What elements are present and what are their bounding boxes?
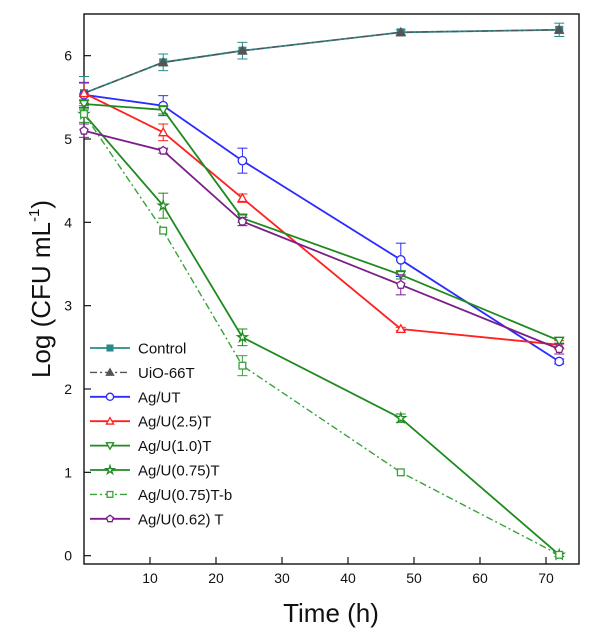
data-point-marker bbox=[395, 323, 407, 334]
legend-label: Ag/U(0.62) T bbox=[138, 511, 224, 528]
series bbox=[78, 82, 565, 350]
data-point-marker bbox=[78, 99, 90, 110]
legend: Control UiO-66T Ag/UT Ag/U(2.5)T Ag/U(1.0)T A… bbox=[90, 341, 232, 528]
data-point-marker bbox=[396, 468, 405, 477]
x-tick-label: 40 bbox=[340, 570, 356, 586]
data-point-marker bbox=[553, 24, 565, 34]
series bbox=[79, 123, 565, 355]
y-tick-label: 5 bbox=[64, 131, 72, 147]
data-point-marker bbox=[555, 550, 564, 559]
y-axis-title-main: Log (CFU mL bbox=[26, 222, 56, 378]
y-tick-label: 2 bbox=[64, 381, 72, 397]
x-tick-label: 20 bbox=[208, 570, 224, 586]
data-point-marker bbox=[237, 155, 248, 166]
x-tick-label: 50 bbox=[406, 570, 422, 586]
legend-label: Ag/U(0.75)T-b bbox=[138, 487, 232, 504]
data-point-marker bbox=[157, 126, 169, 137]
data-point-marker bbox=[159, 226, 168, 235]
data-point-marker bbox=[106, 344, 114, 352]
series bbox=[79, 109, 564, 559]
series-line bbox=[83, 103, 560, 342]
x-axis-ticks: 10 20 30 40 50 60 70 bbox=[142, 557, 554, 586]
series-line bbox=[83, 29, 560, 94]
y-tick-label: 1 bbox=[64, 464, 72, 480]
data-point-marker bbox=[158, 145, 168, 155]
legend-label: UiO-66T bbox=[138, 365, 195, 382]
data-point-marker bbox=[78, 87, 90, 98]
series-layer bbox=[77, 22, 567, 561]
series bbox=[79, 81, 565, 367]
series-line bbox=[83, 28, 560, 95]
y-tick-label: 6 bbox=[64, 48, 72, 64]
y-axis-ticks: 0 1 2 3 4 5 6 bbox=[64, 48, 91, 564]
series bbox=[78, 99, 565, 347]
x-tick-label: 70 bbox=[538, 570, 554, 586]
data-point-marker bbox=[235, 330, 250, 344]
series-line bbox=[83, 93, 560, 363]
data-point-marker bbox=[105, 367, 115, 376]
data-point-marker bbox=[105, 514, 115, 523]
legend-label: Ag/UT bbox=[138, 389, 181, 406]
data-point-marker bbox=[105, 416, 115, 425]
data-point-marker bbox=[157, 105, 169, 116]
series bbox=[77, 105, 567, 561]
data-point-marker bbox=[105, 392, 115, 402]
data-point-marker bbox=[106, 490, 114, 498]
data-point-marker bbox=[105, 442, 115, 451]
data-point-marker bbox=[79, 125, 89, 135]
data-point-marker bbox=[554, 343, 564, 354]
data-point-marker bbox=[395, 26, 407, 37]
data-point-marker bbox=[238, 361, 247, 370]
series bbox=[79, 22, 565, 111]
data-point-marker bbox=[554, 356, 565, 367]
data-point-marker bbox=[393, 410, 408, 424]
data-point-marker bbox=[79, 109, 89, 119]
y-tick-label: 4 bbox=[64, 214, 72, 230]
x-tick-label: 10 bbox=[142, 570, 158, 586]
data-point-marker bbox=[396, 279, 406, 289]
data-point-marker bbox=[237, 216, 248, 226]
legend-label: Ag/U(0.75)T bbox=[138, 463, 220, 480]
x-tick-label: 60 bbox=[472, 570, 488, 586]
data-point-marker bbox=[237, 192, 248, 203]
legend-label: Ag/U(2.5)T bbox=[138, 414, 211, 431]
data-point-marker bbox=[553, 336, 565, 347]
series bbox=[78, 24, 565, 98]
x-axis-title: Time (h) bbox=[283, 598, 379, 628]
data-point-marker bbox=[395, 254, 406, 265]
data-point-marker bbox=[237, 45, 248, 55]
data-point-marker bbox=[157, 56, 169, 67]
y-axis-title: Log (CFU mL-1) bbox=[26, 200, 56, 378]
legend-label: Control bbox=[138, 341, 186, 358]
x-tick-label: 30 bbox=[274, 570, 290, 586]
plot-frame bbox=[83, 13, 580, 565]
data-point-marker bbox=[156, 198, 171, 212]
series-line bbox=[83, 113, 560, 556]
y-tick-label: 0 bbox=[64, 548, 72, 564]
y-tick-label: 3 bbox=[64, 298, 72, 314]
y-axis-title-close: ) bbox=[26, 200, 56, 209]
data-point-marker bbox=[103, 463, 117, 476]
legend-label: Ag/U(1.0)T bbox=[138, 438, 211, 455]
y-axis-title-superscript: -1 bbox=[26, 209, 43, 222]
